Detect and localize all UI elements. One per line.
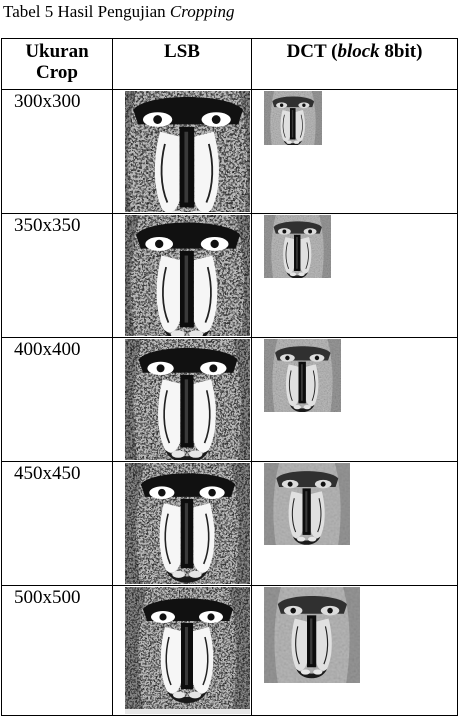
lsb-cropped-image [125,215,250,336]
header-lsb: LSB [112,38,252,90]
table-caption: Tabel 5 Hasil Pengujian Cropping [3,2,234,22]
lsb-result-cell [112,337,252,462]
table-header-row: Ukuran Crop LSB DCT (block 8bit) [1,38,458,90]
lsb-result-cell [112,585,252,716]
mandrill-image-dct [264,215,331,278]
lsb-cropped-image [125,587,250,714]
dct-result-cell [251,337,458,462]
header-dct: DCT (block 8bit) [251,38,458,90]
header-dct-pre: DCT ( [286,41,338,62]
crop-size-label: 400x400 [14,339,81,360]
lsb-result-cell [112,89,252,214]
mandrill-image-dct [264,587,360,683]
table-row: 400x400 [1,337,458,462]
dct-cropped-image [264,91,322,145]
caption-emphasis: Cropping [169,2,235,21]
dct-cropped-image [264,463,350,545]
dct-cropped-image [264,215,331,278]
mandrill-image-dct [264,339,341,412]
mandrill-image-lsb [125,215,250,336]
lsb-cropped-image [125,339,250,460]
mandrill-image-lsb [125,463,250,584]
table-row: 500x500 [1,585,458,716]
header-crop-size-line1: Ukuran [25,41,89,62]
dct-result-cell [251,213,458,338]
crop-size-label: 450x450 [14,463,81,484]
crop-size-cell: 450x450 [1,461,113,586]
lsb-result-cell [112,461,252,586]
header-dct-post: 8bit) [379,41,423,62]
table-row: 300x300 [1,89,458,214]
table-row: 350x350 [1,213,458,338]
crop-size-cell: 500x500 [1,585,113,716]
table-row: 450x450 [1,461,458,586]
dct-result-cell [251,585,458,716]
mandrill-image-lsb [125,587,250,709]
mandrill-image-lsb [125,339,250,460]
crop-size-label: 300x300 [14,91,81,112]
cropping-results-table: Ukuran Crop LSB DCT (block 8bit) 300x300 [1,38,458,716]
crop-size-cell: 400x400 [1,337,113,462]
mandrill-image-dct [264,91,322,145]
mandrill-image-lsb [125,91,250,212]
lsb-cropped-image [125,463,250,584]
header-crop-size-line2: Crop [36,62,78,83]
crop-size-cell: 350x350 [1,213,113,338]
header-crop-size: Ukuran Crop [1,38,113,90]
lsb-cropped-image [125,91,250,212]
dct-result-cell [251,89,458,214]
header-dct-italic: block [337,41,380,62]
crop-size-cell: 300x300 [1,89,113,214]
dct-result-cell [251,461,458,586]
dct-cropped-image [264,587,360,683]
crop-size-label: 350x350 [14,215,81,236]
crop-size-label: 500x500 [14,587,81,608]
dct-cropped-image [264,339,341,412]
caption-text: Tabel 5 Hasil Pengujian [3,2,170,21]
mandrill-image-dct [264,463,350,545]
lsb-result-cell [112,213,252,338]
